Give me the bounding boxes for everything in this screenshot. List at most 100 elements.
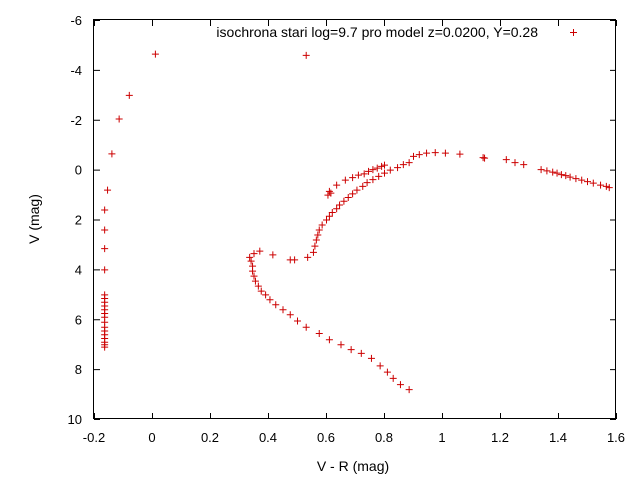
data-point [399, 161, 407, 169]
data-point [250, 250, 258, 258]
data-point [108, 150, 116, 158]
data-point [323, 216, 330, 224]
x-tick-label: 0.6 [317, 430, 335, 445]
data-point [315, 329, 323, 337]
data-point [389, 374, 397, 382]
data-point [502, 156, 510, 164]
data-point [511, 159, 519, 167]
data-point [333, 205, 341, 213]
y-axis-label: V (mag) [26, 194, 42, 244]
data-point [101, 266, 109, 274]
data-point [367, 354, 375, 362]
data-point [262, 291, 270, 299]
axis-ticks [94, 20, 617, 420]
legend: isochrona stari log=9.7 pro model z=0.02… [216, 24, 577, 40]
legend-label: isochrona stari log=9.7 pro model z=0.02… [216, 24, 538, 40]
data-point [304, 253, 312, 261]
data-point [378, 162, 386, 170]
data-point [101, 245, 109, 253]
data-point [359, 182, 367, 190]
data-point [327, 189, 335, 197]
data-point [441, 149, 449, 157]
data-point [481, 154, 489, 162]
x-tick-label: 0.8 [375, 430, 393, 445]
y-tick-label: 10 [68, 412, 82, 427]
data-point [410, 152, 417, 160]
data-point [312, 236, 320, 244]
data-point [101, 226, 109, 234]
x-tick-label: 1 [438, 430, 445, 445]
data-point [309, 248, 317, 256]
data-point [365, 167, 373, 175]
data-point [363, 179, 371, 187]
data-point [336, 201, 344, 209]
y-tick-label: -2 [70, 113, 82, 128]
x-tick-label: 0 [148, 430, 155, 445]
data-point [341, 176, 349, 184]
y-tick-label: -6 [70, 13, 82, 28]
data-point [456, 150, 464, 158]
data-point [302, 323, 310, 331]
data-point [250, 272, 258, 280]
data-point [360, 170, 368, 178]
data-point [257, 287, 265, 295]
data-point [381, 169, 388, 177]
data-point [291, 256, 299, 264]
data-point [314, 231, 322, 239]
data-point [249, 262, 257, 270]
y-tick-label: 2 [75, 213, 82, 228]
data-point [394, 164, 402, 172]
legend-marker [570, 29, 577, 36]
y-tick-label: 8 [75, 362, 82, 377]
data-point [572, 175, 580, 183]
data-point [315, 226, 323, 234]
data-point [101, 291, 109, 299]
data-point [584, 178, 591, 186]
data-point [602, 182, 610, 190]
data-point [151, 50, 159, 58]
data-point [246, 253, 254, 261]
data-point [557, 171, 565, 179]
data-point [589, 179, 597, 187]
data-point [311, 242, 319, 250]
data-point [566, 173, 574, 181]
data-point [333, 181, 341, 189]
data-point [520, 161, 528, 169]
data-point [605, 184, 613, 192]
data-point [381, 161, 388, 169]
data-point [347, 346, 355, 354]
data-point [318, 221, 326, 229]
data-point [553, 169, 561, 177]
data-point [386, 166, 394, 174]
data-point [256, 247, 264, 255]
data-point [325, 336, 333, 344]
data-point [294, 317, 301, 325]
data-point [375, 172, 383, 180]
data-point [354, 171, 362, 179]
data-point [415, 151, 423, 159]
x-tick-label: 1.4 [549, 430, 567, 445]
data-point [340, 197, 348, 205]
y-tick-label: 6 [75, 312, 82, 327]
x-tick-labels: -0.2 0 0.2 0.4 0.6 0.8 1 1.2 1.4 1.6 [83, 430, 625, 445]
data-point [328, 209, 336, 217]
x-tick-label: 1.6 [607, 430, 625, 445]
data-point [286, 311, 294, 319]
data-point [247, 257, 255, 265]
data-point [369, 166, 377, 174]
data-point [125, 91, 133, 99]
data-point [353, 186, 361, 194]
data-point [431, 149, 439, 157]
y-tick-label: 0 [75, 163, 82, 178]
data-point [405, 159, 413, 167]
data-point [337, 341, 345, 349]
data-point [269, 251, 277, 259]
data-point [104, 186, 112, 194]
x-axis-label: V - R (mag) [317, 458, 389, 474]
data-point [423, 149, 431, 157]
data-point [115, 115, 123, 123]
data-point [279, 306, 287, 314]
y-tick-label: -4 [70, 63, 82, 78]
data-point [549, 168, 557, 176]
data-point [405, 386, 413, 394]
